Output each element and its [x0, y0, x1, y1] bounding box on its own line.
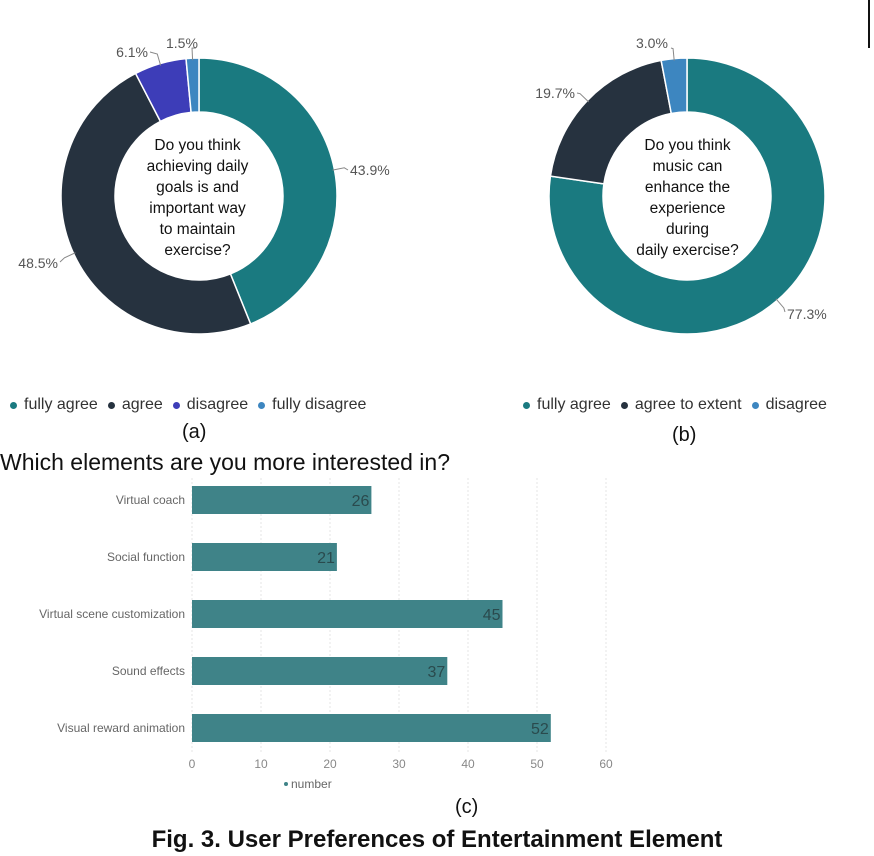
donut-slice-fully-disagree [185, 57, 200, 114]
legend-dot [172, 401, 180, 409]
figure-caption: Fig. 3. User Preferences of Entertainmen… [151, 826, 723, 853]
donut-a-question-line: to maintain [159, 221, 236, 238]
bar-value-label: 37 [428, 664, 446, 681]
donut-a-question: Do you think achieving daily goals is an… [120, 135, 275, 261]
bar [192, 657, 448, 685]
x-tick-label: 50 [530, 757, 544, 771]
donut-b-question-line: experience [649, 200, 726, 217]
bar [192, 543, 337, 571]
category-label: Virtual scene customization [39, 607, 185, 621]
leader-line [149, 51, 162, 66]
category-label: Social function [107, 550, 185, 564]
bar-value-label: 52 [531, 721, 549, 738]
legend-a-item: fully agree [10, 396, 98, 414]
legend-label: agree [121, 396, 163, 413]
leader-line [332, 167, 349, 171]
donut-slice-disagree [660, 57, 688, 115]
leader-line [191, 47, 197, 61]
legend-b: fully agree agree to extent disagree [523, 396, 837, 414]
donut-a-question-line: goals is and [156, 179, 239, 196]
bar [192, 714, 551, 742]
legend-b-item: agree to extent [620, 396, 742, 414]
legend-dot [10, 401, 17, 409]
legend-label: fully agree [537, 396, 611, 413]
legend-dot [258, 401, 266, 409]
donut-a-question-line: Do you think [154, 137, 241, 154]
legend-b-item: fully agree [523, 396, 611, 414]
legend-dot [751, 401, 759, 409]
category-label: Virtual coach [116, 493, 185, 507]
donut-chart-b: 77.3% 19.7% 3.0% [535, 35, 827, 335]
leader-line [775, 298, 786, 313]
donut-b-question-line: during [665, 221, 710, 238]
x-tick-label: 0 [189, 757, 196, 771]
slice-value-label: 43.9% [350, 162, 390, 178]
category-label: Visual reward animation [57, 721, 185, 735]
x-tick-label: 10 [254, 757, 268, 771]
legend-a-item: disagree [172, 396, 249, 414]
legend-label: fully disagree [272, 396, 367, 413]
donut-b-question-line: daily exercise? [636, 242, 739, 259]
legend-dot [107, 401, 115, 409]
leader-line [576, 92, 590, 103]
slice-value-label: 19.7% [535, 85, 575, 101]
caption-b: (b) [672, 424, 697, 446]
legend-a: fully agree agree disagree fully disagre… [10, 396, 376, 414]
edge-divider [868, 0, 870, 48]
donut-a-question-line: exercise? [164, 242, 231, 259]
legend-label: disagree [186, 396, 249, 413]
x-tick-label: 20 [323, 757, 337, 771]
legend-b-item: disagree [751, 396, 827, 414]
donut-b-question-line: music can [652, 158, 723, 175]
donut-slice-agree [60, 72, 252, 335]
legend-label: agree to extent [634, 396, 742, 413]
donut-b-question-line: enhance the [644, 179, 731, 196]
bar [192, 600, 503, 628]
bar [192, 486, 372, 514]
legend-dot [284, 782, 288, 786]
legend-a-item: agree [107, 396, 163, 414]
slice-value-label: 77.3% [787, 306, 827, 322]
donut-slice-fully-agree [198, 57, 338, 325]
legend-label: fully agree [24, 396, 98, 413]
legend-label: number [291, 777, 332, 791]
donut-b-question-line: Do you think [644, 137, 731, 154]
bar-chart: 0 10 20 30 40 50 60 Virtual coach 26 Social funct… [39, 478, 613, 791]
leader-line [670, 47, 675, 61]
donut-b-question: Do you think music can enhance the exper… [610, 135, 765, 261]
slice-value-label: 1.5% [166, 35, 198, 51]
donut-chart-a: 43.9% 48.5% 6.1% 1.5% [18, 35, 390, 335]
bar-value-label: 26 [352, 493, 370, 510]
slice-value-label: 6.1% [116, 44, 148, 60]
bar-chart-title: Which elements are you more interested i… [0, 449, 450, 475]
legend-a-item: fully disagree [258, 396, 366, 414]
bar-value-label: 45 [483, 607, 501, 624]
legend-dot [523, 401, 530, 409]
donut-a-question-line: important way [149, 200, 246, 217]
bar-value-label: 21 [317, 550, 335, 567]
legend-label: disagree [765, 396, 827, 413]
caption-a: (a) [182, 421, 207, 443]
slice-value-label: 3.0% [636, 35, 668, 51]
x-tick-label: 30 [392, 757, 406, 771]
donut-slice-fully-agree [548, 57, 826, 335]
caption-c: (c) [455, 796, 479, 818]
x-tick-label: 60 [599, 757, 613, 771]
donut-a-question-line: achieving daily [146, 158, 249, 175]
x-tick-label: 40 [461, 757, 475, 771]
category-label: Sound effects [112, 664, 185, 678]
legend-dot [620, 401, 628, 409]
leader-line [59, 252, 76, 263]
slice-value-label: 48.5% [18, 255, 58, 271]
